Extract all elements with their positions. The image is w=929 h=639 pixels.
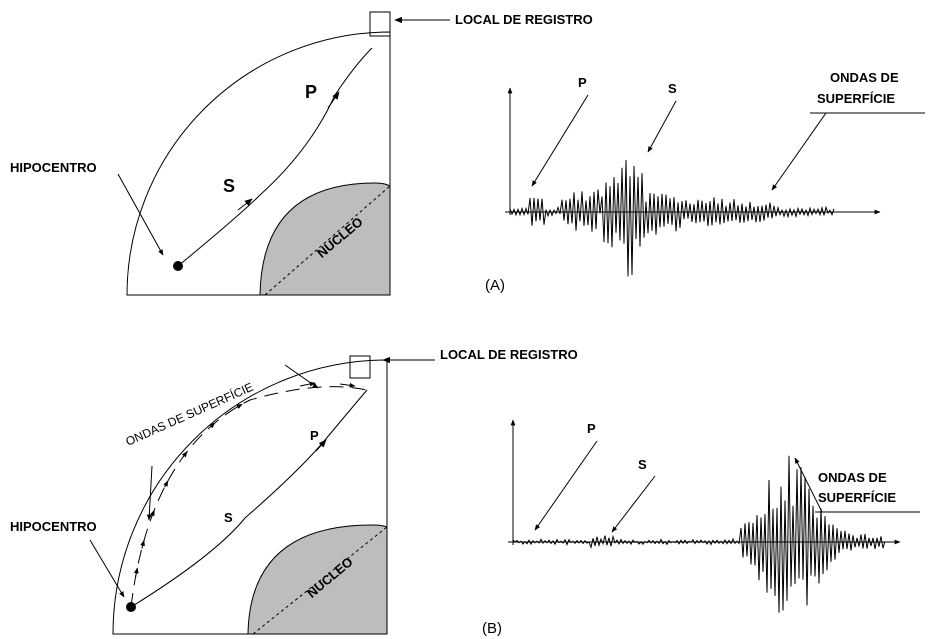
ray [177, 47, 373, 267]
hypocenter-label: HIPOCENTRO [10, 160, 97, 175]
station-label: LOCAL DE REGISTRO [455, 12, 593, 27]
surface-ray-arrow [181, 451, 188, 458]
leader [794, 457, 823, 513]
hypocenter-label: HIPOCENTRO [10, 519, 97, 534]
panel-label: (A) [485, 277, 505, 294]
seismogram-b: P S ONDAS DE SUPERFÍCIE (B) [482, 419, 920, 637]
core [247, 524, 388, 635]
leader [534, 440, 598, 531]
p-label: P [578, 75, 587, 90]
waveform [512, 455, 886, 613]
surface-ray-arrow [140, 539, 145, 549]
surface-label: ONDAS DE [830, 70, 899, 85]
surface-label: ONDAS DE [818, 470, 887, 485]
s-label: S [223, 176, 235, 196]
p-label: P [310, 428, 319, 443]
surface-ray-arrow [150, 509, 155, 518]
surface-ray-arrow [163, 480, 169, 488]
leader [531, 94, 589, 187]
p-label: P [305, 82, 317, 102]
section-b: NUCLEO LOCAL DE REGISTRO P S ONDAS DE SU… [10, 347, 578, 635]
waveform [509, 159, 835, 277]
s-label: S [668, 81, 677, 96]
p-label: P [587, 421, 596, 436]
surface-ray-arrow [133, 567, 139, 577]
core-dash [264, 185, 391, 296]
ray-arrow [315, 439, 327, 452]
leader [117, 173, 164, 256]
leader [611, 475, 656, 533]
s-label: S [638, 457, 647, 472]
surface-label: SUPERFÍCIE [818, 490, 896, 505]
surface-ray-arrow [236, 403, 243, 409]
surface-ray [130, 386, 368, 608]
surface-label: SUPERFÍCIE [817, 91, 895, 106]
s-label: S [224, 510, 233, 525]
leader [146, 465, 153, 521]
station-box [369, 11, 391, 37]
seismogram-a: P S ONDAS DE SUPERFÍCIE (A) [485, 70, 925, 294]
earth-quarter [112, 359, 388, 635]
station-label: LOCAL DE REGISTRO [440, 347, 578, 362]
ray-arrow [237, 198, 253, 211]
core [259, 182, 391, 296]
leader [771, 112, 827, 191]
leader [647, 100, 677, 153]
leader [89, 539, 125, 598]
panel-label: (B) [482, 620, 502, 637]
surface-ray-arrow [339, 382, 356, 388]
station-box [349, 355, 371, 379]
section-a: NUCLEO LOCAL DE REGISTRO P S HIPOCENTRO [10, 11, 593, 296]
earth-quarter [126, 31, 391, 296]
ray [130, 389, 368, 608]
core-dash [252, 526, 388, 635]
surface-waves-label: ONDAS DE SUPERFÍCIE [123, 379, 255, 449]
leader [284, 364, 319, 389]
ray-arrow [327, 91, 340, 109]
surface-ray-arrow [209, 422, 216, 429]
